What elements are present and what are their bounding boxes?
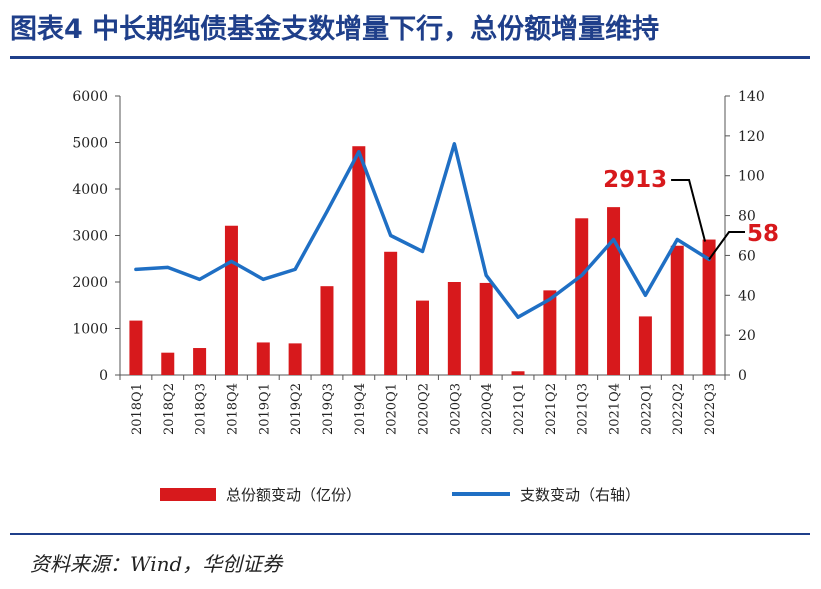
x-tick-label: 2021Q3 bbox=[576, 383, 591, 435]
x-tick-label: 2022Q2 bbox=[671, 383, 686, 435]
line-point bbox=[675, 237, 679, 241]
right-tick-label: 80 bbox=[738, 209, 756, 225]
bar bbox=[256, 342, 270, 375]
line-point bbox=[421, 249, 424, 253]
bar bbox=[543, 290, 557, 375]
bar bbox=[479, 282, 493, 375]
right-axis: 0 20 40 60 80 100 120 140 bbox=[724, 89, 765, 384]
right-tick-label: 0 bbox=[738, 368, 747, 384]
line-point bbox=[293, 267, 297, 271]
legend-bar-swatch bbox=[160, 488, 216, 501]
annotation-leader-line bbox=[708, 231, 745, 261]
left-tick-label: 2000 bbox=[72, 275, 108, 291]
left-tick-label: 6000 bbox=[72, 89, 108, 105]
bar bbox=[416, 300, 429, 375]
annotations: 2913 58 bbox=[603, 167, 779, 261]
right-tick-label: 40 bbox=[738, 288, 756, 304]
right-tick-label: 60 bbox=[738, 248, 756, 264]
line-point bbox=[198, 277, 202, 281]
bar bbox=[575, 218, 589, 375]
x-tick-label: 2018Q3 bbox=[194, 383, 209, 435]
x-tick-label: 2019Q4 bbox=[353, 383, 368, 435]
x-tick-label: 2018Q2 bbox=[162, 383, 177, 435]
x-tick-label: 2021Q4 bbox=[608, 383, 623, 435]
line-series bbox=[134, 142, 711, 319]
x-tick-label: 2021Q1 bbox=[512, 383, 527, 435]
right-tick-label: 120 bbox=[738, 129, 765, 145]
annotation-leader-bar bbox=[671, 179, 707, 242]
x-tick-label: 2018Q4 bbox=[225, 383, 240, 435]
bar bbox=[320, 286, 334, 375]
bar bbox=[224, 225, 238, 375]
bar bbox=[352, 146, 366, 375]
line-point bbox=[229, 259, 233, 263]
x-tick-label: 2020Q1 bbox=[385, 383, 400, 435]
line-point bbox=[484, 273, 488, 277]
bar bbox=[511, 371, 525, 375]
left-tick-label: 3000 bbox=[72, 229, 108, 245]
bar bbox=[384, 251, 398, 375]
x-tick-label: 2020Q4 bbox=[480, 383, 495, 435]
bar bbox=[670, 245, 684, 375]
right-tick-label: 20 bbox=[738, 328, 756, 344]
line-point bbox=[643, 293, 647, 297]
right-tick-label: 140 bbox=[738, 89, 765, 105]
left-tick-label: 1000 bbox=[72, 322, 108, 338]
bar bbox=[607, 207, 621, 375]
source-rule bbox=[10, 533, 810, 535]
line-point bbox=[166, 265, 170, 269]
x-tick-label: 2022Q1 bbox=[639, 383, 654, 435]
left-tick-label: 4000 bbox=[72, 182, 108, 198]
bar bbox=[638, 316, 652, 375]
right-tick-label: 100 bbox=[738, 169, 765, 185]
x-tick-label: 2019Q1 bbox=[257, 383, 272, 435]
x-tick-label: 2019Q2 bbox=[289, 383, 304, 435]
line-point bbox=[261, 277, 265, 281]
annotation-label-line: 58 bbox=[747, 221, 779, 247]
x-tick-label: 2021Q2 bbox=[544, 383, 559, 435]
line-point bbox=[325, 210, 329, 214]
bar bbox=[702, 239, 716, 375]
x-tick-label: 2020Q2 bbox=[417, 383, 432, 435]
bar bbox=[288, 343, 302, 375]
line-point bbox=[580, 273, 584, 277]
line-point bbox=[357, 150, 361, 154]
line-point bbox=[452, 142, 456, 146]
line-point bbox=[548, 297, 552, 301]
line-point bbox=[389, 234, 393, 237]
legend: 总份额变动（亿份） 支数变动（右轴） bbox=[160, 486, 640, 504]
bar-series bbox=[129, 146, 716, 375]
bar bbox=[447, 282, 461, 375]
left-tick-label: 5000 bbox=[72, 136, 108, 152]
line-point bbox=[134, 267, 138, 271]
bar bbox=[193, 348, 207, 375]
left-axis: 0 1000 2000 3000 4000 5000 6000 bbox=[72, 89, 121, 384]
annotation-label-bar: 2913 bbox=[603, 167, 667, 193]
line-point bbox=[612, 237, 616, 241]
source-note: 资料来源：Wind，华创证券 bbox=[30, 552, 283, 576]
legend-bar-label: 总份额变动（亿份） bbox=[226, 486, 361, 504]
x-tick-label: 2018Q1 bbox=[130, 383, 145, 435]
bar bbox=[129, 320, 143, 375]
left-tick-label: 0 bbox=[99, 368, 108, 384]
legend-line-label: 支数变动（右轴） bbox=[520, 486, 640, 504]
x-axis: 2018Q1 2018Q2 2018Q3 2018Q4 2019Q1 2019Q2 2019… bbox=[119, 374, 726, 435]
x-tick-label: 2020Q3 bbox=[448, 383, 463, 435]
x-tick-label: 2022Q3 bbox=[703, 383, 718, 435]
chart-title: 图表4 中长期纯债基金支数增量下行，总份额增量维持 bbox=[10, 14, 660, 45]
line-point bbox=[516, 315, 520, 319]
bar bbox=[161, 352, 175, 375]
title-rule bbox=[10, 56, 810, 59]
x-tick-label: 2019Q3 bbox=[321, 383, 336, 435]
